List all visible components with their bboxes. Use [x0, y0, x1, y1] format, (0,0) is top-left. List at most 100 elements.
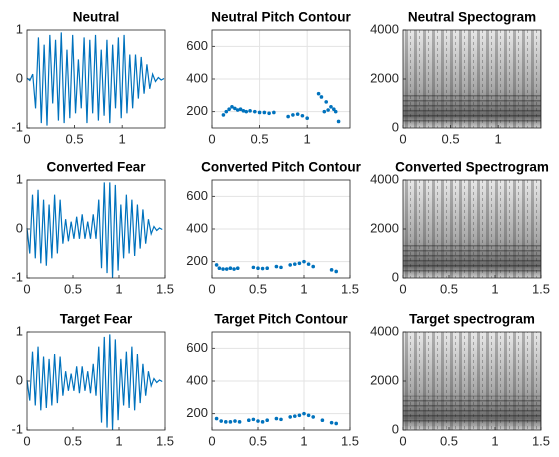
x-tick-label: 0 [399, 433, 406, 448]
pitch-point [302, 411, 306, 416]
axes-box [211, 331, 351, 431]
y-tick-label: -1 [11, 421, 23, 436]
pitch-point [233, 106, 237, 111]
pitch-point [279, 265, 283, 270]
pitch-point [334, 269, 339, 274]
y-tick-label: 4000 [370, 21, 399, 36]
pitch-point [311, 415, 316, 419]
pitch-point [320, 418, 325, 423]
pitch-point [224, 267, 229, 271]
x-tick-label: 1.5 [341, 433, 359, 448]
y-tick-label: 400 [186, 70, 208, 85]
pitch-point [288, 415, 293, 419]
subplot-title: Target Fear [60, 312, 133, 327]
pitch-point [291, 113, 295, 117]
pitch-point [237, 420, 242, 424]
x-tick-label: 1 [304, 131, 311, 146]
x-tick-label: 1 [491, 281, 498, 296]
pitch-point [217, 266, 222, 271]
y-tick-label: 1 [16, 323, 23, 338]
subplot-title: Converted Fear [46, 160, 146, 175]
pitch-point [274, 416, 279, 421]
subplot-title: Neutral [73, 10, 120, 25]
pitch-point [228, 266, 233, 271]
pitch-point [305, 116, 309, 120]
pitch-point [326, 108, 330, 112]
spectrogram-harmonics [403, 243, 541, 274]
subplot: 0 2000 4000 0 0.5 1 1.5 Converted Spectrogram [370, 160, 550, 297]
axes-box [26, 29, 166, 129]
pitch-point [265, 266, 270, 271]
y-tick-label: 400 [186, 372, 208, 387]
pitch-point [306, 413, 311, 418]
pitch-point [265, 418, 270, 423]
pitch-point [251, 417, 256, 422]
pitch-point [251, 265, 256, 270]
x-tick-label: 1.5 [341, 281, 359, 296]
pitch-point [293, 414, 297, 418]
pitch-point [247, 418, 251, 423]
pitch-point [332, 107, 336, 112]
pitch-point [329, 268, 334, 272]
y-tick-label: 4000 [370, 323, 399, 338]
x-tick-label: 0 [23, 131, 30, 146]
x-tick-label: 0 [23, 281, 30, 296]
pitch-point [256, 266, 260, 271]
pitch-point [232, 267, 236, 271]
pitch-point [302, 259, 306, 264]
y-tick-label: 0 [392, 269, 399, 284]
x-tick-label: 1 [300, 281, 307, 296]
x-tick-label: 0.5 [442, 131, 460, 146]
y-tick-label: 0 [16, 70, 23, 85]
y-tick-label: 200 [186, 253, 208, 268]
subplot-title: Target Pitch Contour [214, 312, 348, 327]
pitch-point [333, 109, 338, 114]
y-tick-label: 600 [186, 188, 208, 203]
pitch-point [235, 108, 240, 112]
x-tick-label: 0.5 [249, 281, 267, 296]
axes-box [402, 331, 542, 431]
axes-box [26, 179, 166, 279]
subplot-title: Converted Pitch Contour [201, 160, 361, 175]
spectrogram-harmonics [403, 395, 541, 426]
x-tick-label: 0.5 [64, 281, 82, 296]
axes-box [26, 331, 166, 431]
pitch-point [316, 91, 321, 96]
pitch-point [262, 110, 267, 115]
pitch-point [274, 264, 279, 269]
axes-box [402, 29, 542, 129]
pitch-point [322, 109, 327, 114]
subplot-title: Neutral Pitch Contour [211, 10, 351, 25]
pitch-point [300, 113, 305, 118]
x-tick-label: 0 [399, 131, 406, 146]
pitch-point [214, 416, 219, 421]
x-tick-label: 1 [115, 433, 122, 448]
subplot-title: Converted Spectrogram [395, 160, 549, 175]
x-tick-label: 1 [115, 281, 122, 296]
pitch-point [336, 119, 341, 124]
y-tick-label: 1 [16, 171, 23, 186]
axes-box [211, 29, 351, 129]
x-tick-label: 0.5 [440, 281, 458, 296]
pitch-point [227, 107, 231, 112]
y-tick-label: 2000 [370, 220, 399, 235]
pitch-point [279, 417, 283, 422]
y-tick-label: 2000 [370, 372, 399, 387]
y-tick-label: 200 [186, 405, 208, 420]
pitch-point [228, 420, 233, 424]
subplot-title: Target spectrogram [409, 312, 535, 327]
pitch-point [297, 261, 302, 266]
pitch-point [221, 113, 226, 117]
pitch-point [224, 109, 229, 114]
y-tick-label: -1 [11, 269, 23, 284]
pitch-point [288, 263, 293, 267]
pitch-point [221, 267, 225, 271]
waveform-line [26, 32, 165, 126]
y-tick-label: 0 [392, 119, 399, 134]
pitch-point [334, 421, 339, 426]
pitch-point [295, 112, 300, 116]
spectrogram-harmonics [403, 93, 541, 124]
